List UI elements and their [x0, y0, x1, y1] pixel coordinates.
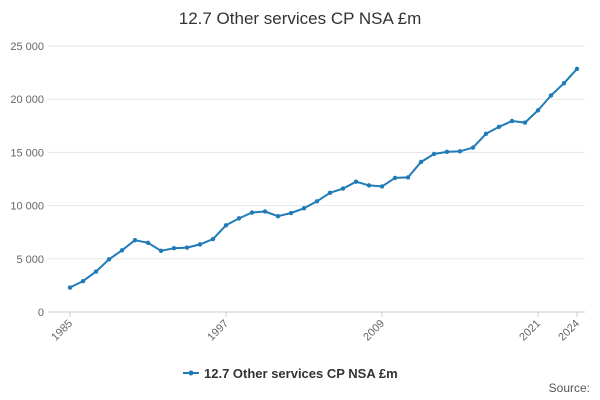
data-point: [327, 190, 333, 196]
data-point: [574, 66, 580, 72]
data-point: [483, 131, 489, 136]
data-point: [457, 149, 463, 154]
data-point: [145, 240, 151, 246]
data-point: [418, 159, 424, 165]
data-point: [496, 124, 502, 130]
data-point: [379, 184, 385, 189]
data-point: [210, 236, 216, 242]
data-point: [470, 145, 476, 150]
x-tick-label: 2021: [517, 318, 543, 344]
data-point: [223, 223, 229, 228]
data-point: [535, 108, 541, 113]
legend-marker: [188, 370, 194, 376]
x-tick-label: 1997: [205, 318, 231, 344]
data-point: [171, 245, 177, 251]
data-point: [93, 269, 99, 274]
y-tick-label: 10 000: [10, 201, 44, 213]
data-point: [509, 118, 515, 124]
data-point: [288, 210, 294, 216]
data-point: [80, 278, 86, 284]
data-point: [353, 179, 359, 184]
x-tick-label: 1985: [49, 318, 75, 344]
y-tick-label: 25 000: [10, 41, 44, 53]
data-point: [548, 93, 554, 98]
y-tick-label: 20 000: [10, 94, 44, 106]
data-point: [249, 210, 255, 215]
y-tick-label: 15 000: [10, 147, 44, 159]
data-point: [262, 209, 268, 214]
data-point: [314, 199, 320, 204]
data-point: [197, 242, 203, 247]
data-point: [392, 175, 398, 181]
data-point: [405, 175, 411, 180]
y-tick-label: 5 000: [16, 254, 44, 266]
data-point: [431, 151, 437, 157]
data-point: [158, 248, 164, 254]
data-point: [119, 248, 125, 253]
y-tick-label: 0: [38, 307, 44, 319]
data-point: [301, 206, 307, 211]
data-point: [340, 186, 346, 191]
data-point: [444, 149, 450, 155]
data-point: [522, 120, 528, 125]
data-point: [236, 216, 242, 221]
x-tick-label: 2009: [361, 318, 387, 344]
data-point: [561, 81, 567, 86]
chart-title: 12.7 Other services CP NSA £m: [178, 9, 422, 28]
data-point: [106, 257, 112, 262]
data-point: [67, 285, 73, 290]
data-point: [184, 245, 190, 250]
x-tick-label: 2024: [556, 318, 582, 344]
legend-label: 12.7 Other services CP NSA £m: [204, 366, 398, 381]
data-point: [366, 183, 372, 188]
data-point: [275, 214, 281, 219]
series-line: [69, 68, 578, 289]
data-point: [132, 237, 138, 243]
source-link[interactable]: Source:: [548, 381, 590, 395]
